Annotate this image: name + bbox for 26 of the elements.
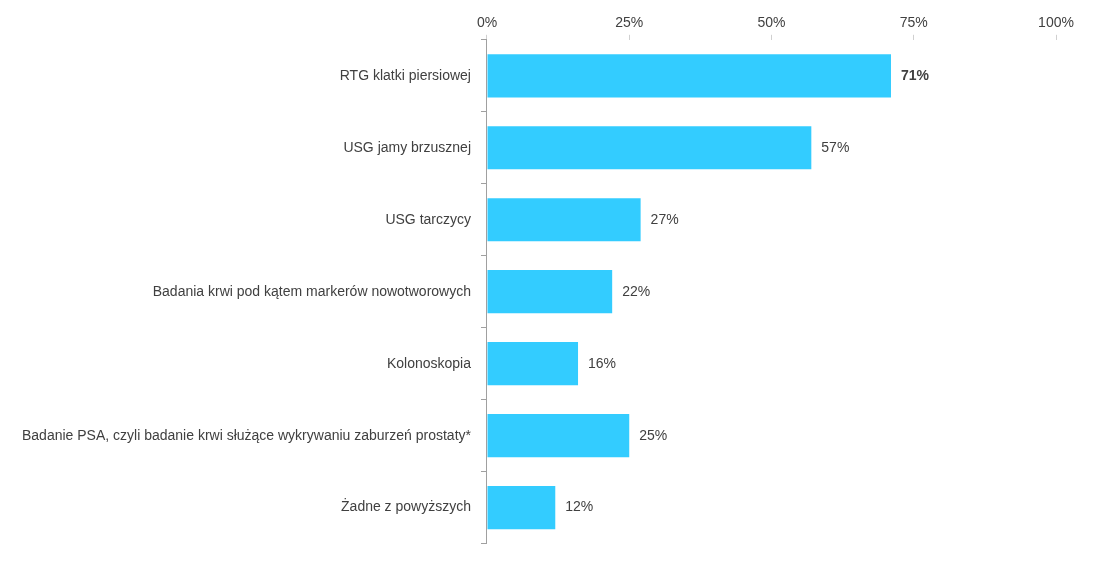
y-tick-label: Żadne z powyższych <box>341 497 471 515</box>
bar <box>487 54 891 98</box>
data-label: 12% <box>565 498 594 515</box>
x-tick-label: 0% <box>476 14 498 31</box>
bar <box>487 342 579 386</box>
x-tick-label: 75% <box>899 14 928 31</box>
y-tick-label: Badania krwi pod kątem markerów nowotworowych <box>152 282 471 299</box>
y-tick-label: Badanie PSA, czyli badanie krwi służące wykrywaniu zaburzeń prostaty* <box>21 426 472 443</box>
data-label: 25% <box>639 426 668 443</box>
data-label: 16% <box>588 354 617 371</box>
y-tick-label: Kolonoskopia <box>386 354 472 371</box>
data-label: 22% <box>622 282 651 299</box>
bar <box>487 198 641 242</box>
y-tick-label: USG jamy brzusznej <box>343 138 471 155</box>
data-label: 27% <box>650 210 679 227</box>
data-label: 57% <box>821 138 850 155</box>
y-tick-label: RTG klatki piersiowej <box>339 66 471 83</box>
x-tick-label: 25% <box>615 14 644 31</box>
bar <box>487 126 812 170</box>
bar <box>487 414 630 458</box>
y-tick-label: USG tarczycy <box>385 210 471 227</box>
bar <box>487 486 556 530</box>
bar <box>487 270 613 314</box>
data-label: 71% <box>900 66 930 83</box>
x-tick-label: 50% <box>757 14 786 31</box>
x-tick-label: 100% <box>1038 14 1074 31</box>
